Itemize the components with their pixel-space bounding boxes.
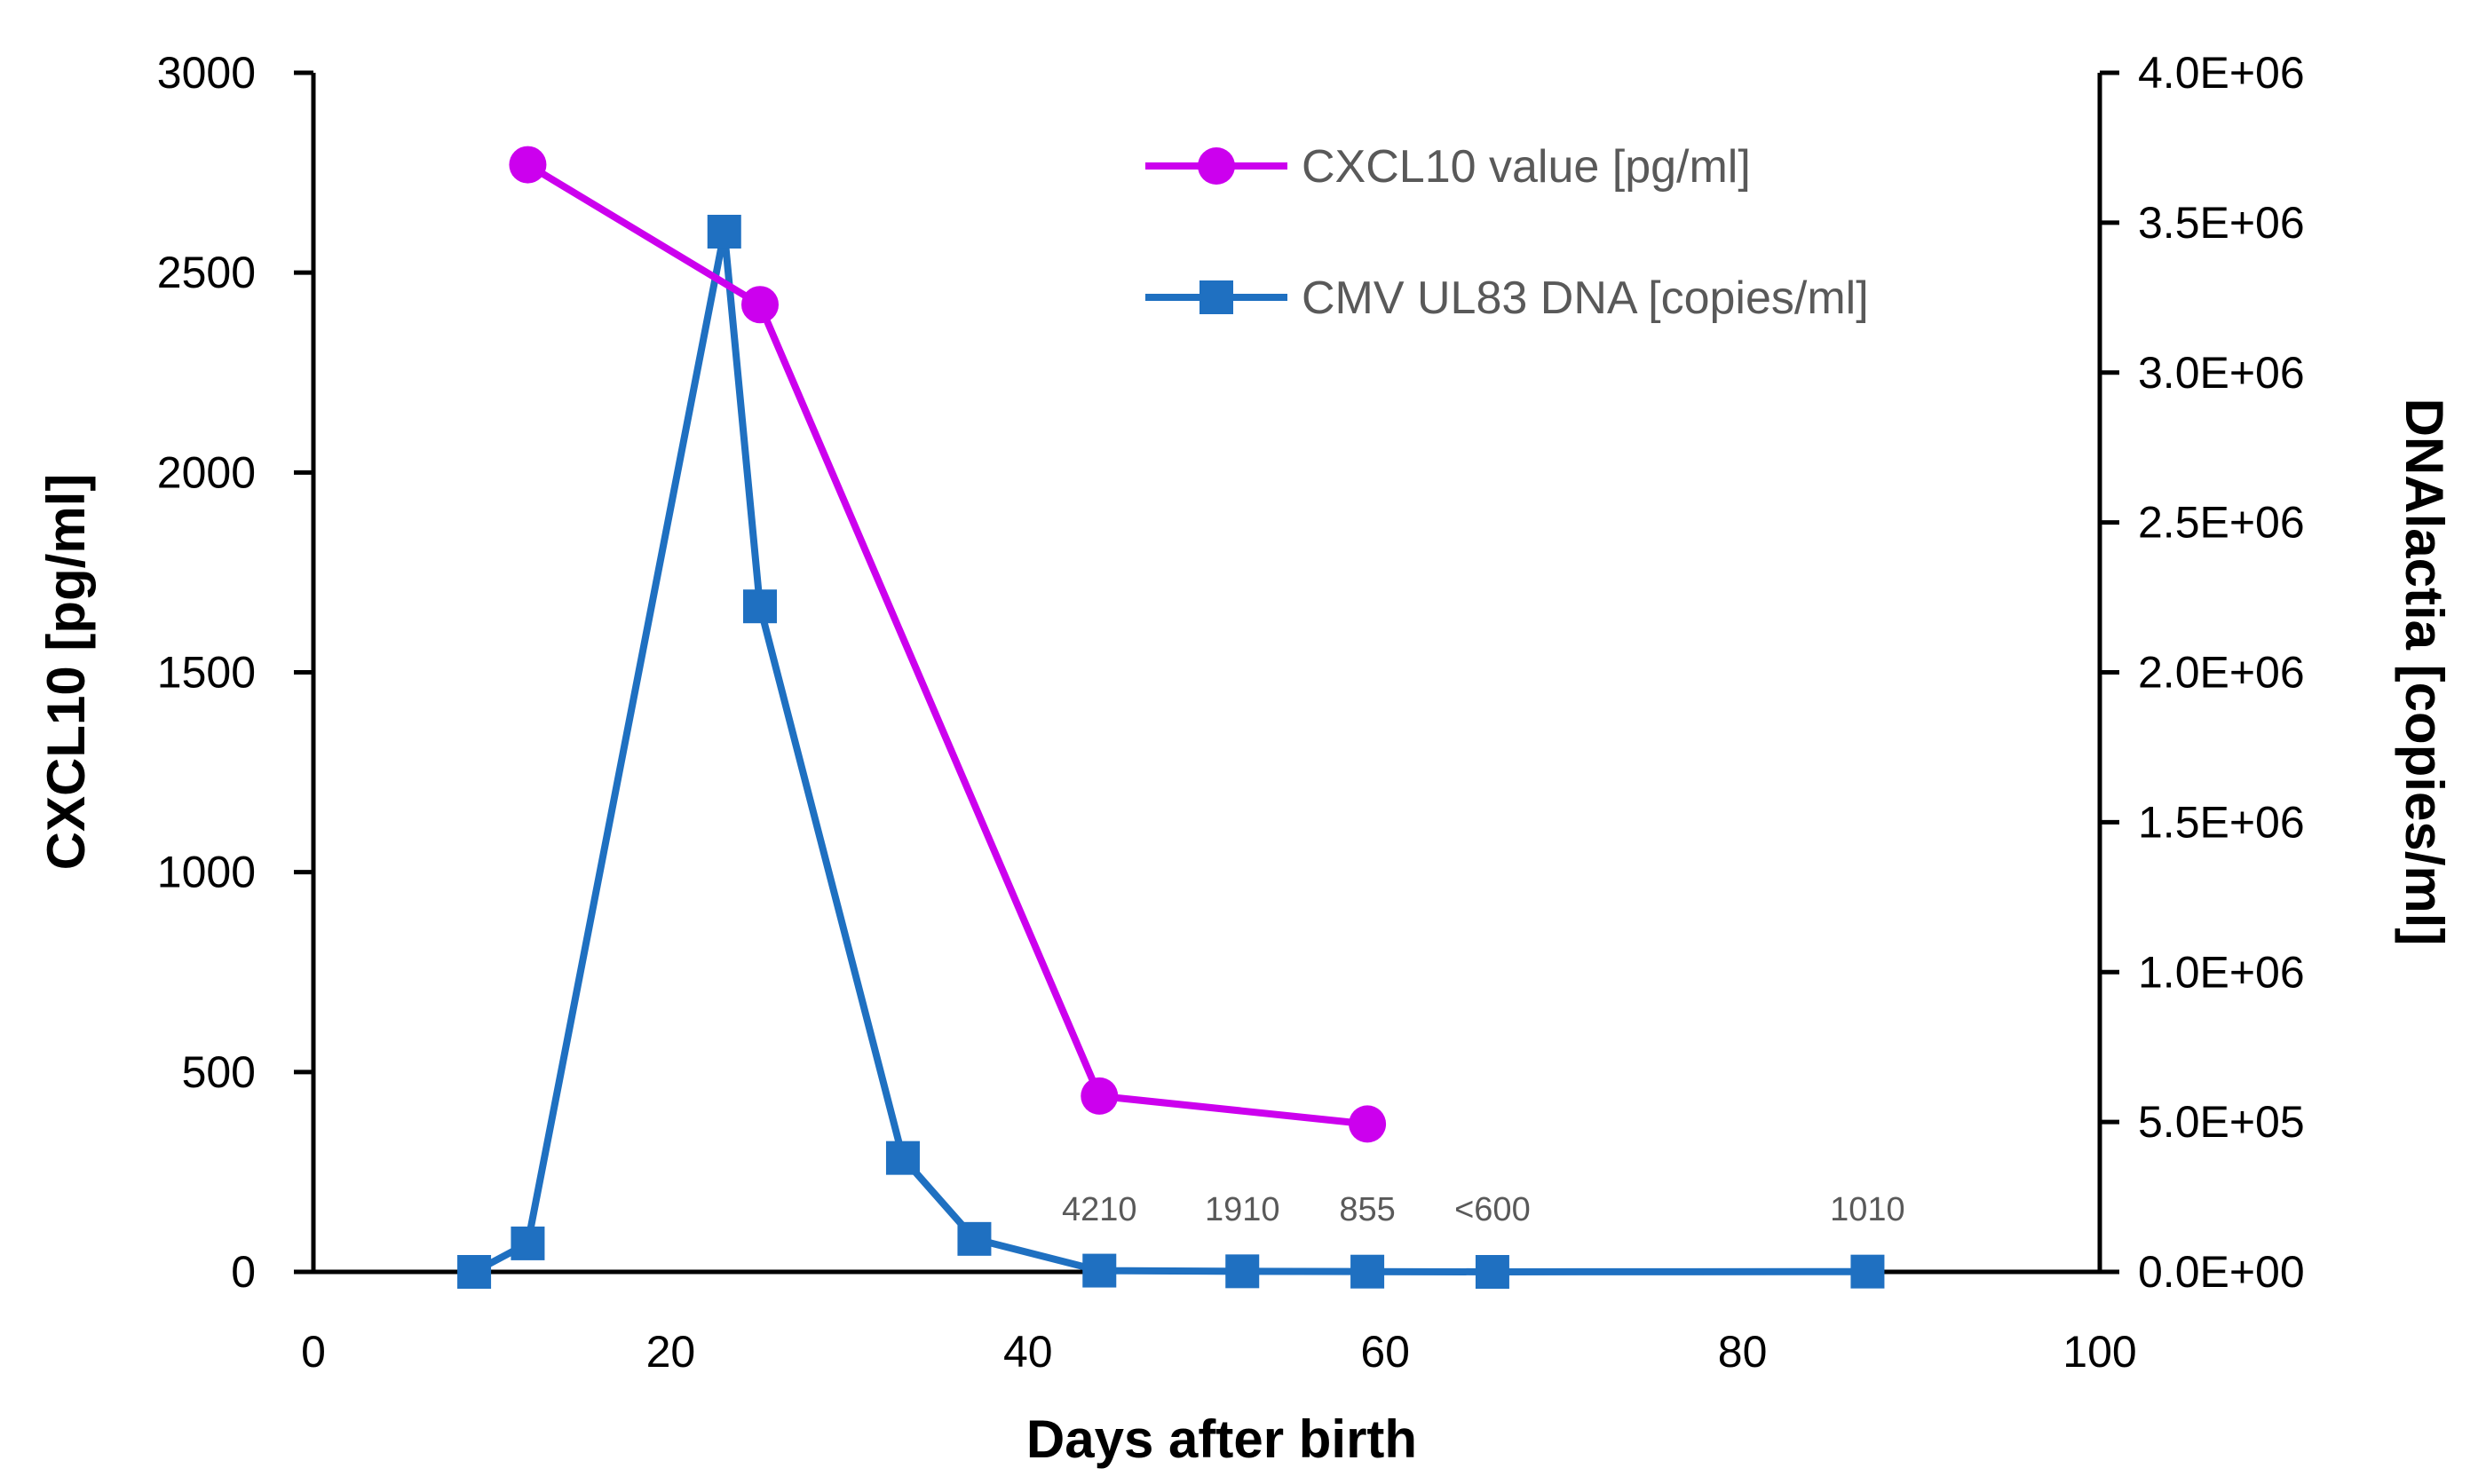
ticks: 0 20 40 60 80 1000500100015002000250030000.0E… — [157, 48, 2305, 1377]
data-point-cmv — [1082, 1253, 1117, 1288]
data-point-cmv — [1350, 1254, 1385, 1289]
legend-cxcl10-label: CXCL10 value [pg/ml] — [1302, 141, 1751, 193]
data-point-cxcl10 — [1349, 1105, 1387, 1143]
y-right-tick-label: 2.5E+06 — [2138, 498, 2305, 548]
x-tick-label: 0 — [301, 1327, 326, 1377]
y-left-tick-label: 500 — [182, 1047, 256, 1097]
series-line-cxcl10 — [526, 162, 1368, 1128]
data-point-cmv — [707, 215, 741, 249]
data-point-cmv — [1225, 1254, 1260, 1289]
x-tick-label: 40 — [1003, 1327, 1053, 1377]
legend-cmv-label: CMV UL83 DNA [copies/ml] — [1302, 272, 1869, 324]
data-label: <600 — [1454, 1191, 1531, 1228]
data-label: 4210 — [1062, 1191, 1137, 1228]
data-point-cmv — [1850, 1254, 1885, 1289]
data-point-cxcl10 — [509, 146, 547, 184]
y-left-tick-label: 1000 — [157, 848, 256, 897]
y-left-tick-label: 1500 — [157, 648, 256, 698]
annotations: 4210 1910 855 <600 1010 — [1062, 1191, 1905, 1228]
y-right-tick-label: 1.0E+06 — [2138, 947, 2305, 997]
data-point-cmv — [957, 1221, 992, 1256]
data-point-cmv — [885, 1141, 920, 1175]
y-right-tick-label: 3.0E+06 — [2138, 348, 2305, 398]
legend-cmv-marker — [1199, 280, 1233, 314]
x-tick-label: 80 — [1718, 1327, 1768, 1377]
data-point-cxcl10 — [1081, 1077, 1119, 1115]
legend-cxcl10-marker — [1198, 147, 1235, 185]
data-point-cmv — [457, 1255, 492, 1289]
x-tick-label: 20 — [646, 1327, 696, 1377]
y-right-tick-label: 2.0E+06 — [2138, 648, 2305, 698]
data-point-cmv — [511, 1226, 545, 1260]
y-left-axis-title: CXCL10 [pg/ml] — [36, 474, 96, 871]
data-label: 855 — [1339, 1191, 1395, 1228]
data-label: 1910 — [1205, 1191, 1280, 1228]
y-right-axis-title: DNAlactia [copies/ml] — [2395, 399, 2454, 946]
series-layer — [457, 146, 1885, 1289]
y-right-tick-label: 3.5E+06 — [2138, 198, 2305, 248]
y-left-tick-label: 3000 — [157, 48, 256, 98]
y-left-tick-label: 2000 — [157, 447, 256, 497]
axes — [311, 73, 2102, 1275]
y-left-tick-label: 2500 — [157, 248, 256, 297]
x-tick-label: 60 — [1360, 1327, 1410, 1377]
legend: CXCL10 value [pg/ml] CMV UL83 DNA [copie… — [1145, 141, 1869, 324]
y-right-tick-label: 1.5E+06 — [2138, 797, 2305, 847]
y-right-tick-label: 4.0E+06 — [2138, 48, 2305, 98]
data-label: 1010 — [1830, 1191, 1905, 1228]
series-line-cmv — [472, 228, 1868, 1275]
y-right-tick-label: 5.0E+05 — [2138, 1097, 2305, 1147]
x-tick-label: 100 — [2062, 1327, 2136, 1377]
data-point-cmv — [1475, 1255, 1509, 1289]
data-point-cmv — [743, 589, 777, 624]
y-left-tick-label: 0 — [231, 1247, 256, 1297]
x-axis-title: Days after birth — [1026, 1409, 1417, 1469]
y-right-tick-label: 0.0E+00 — [2138, 1247, 2305, 1297]
data-point-cxcl10 — [741, 286, 779, 324]
